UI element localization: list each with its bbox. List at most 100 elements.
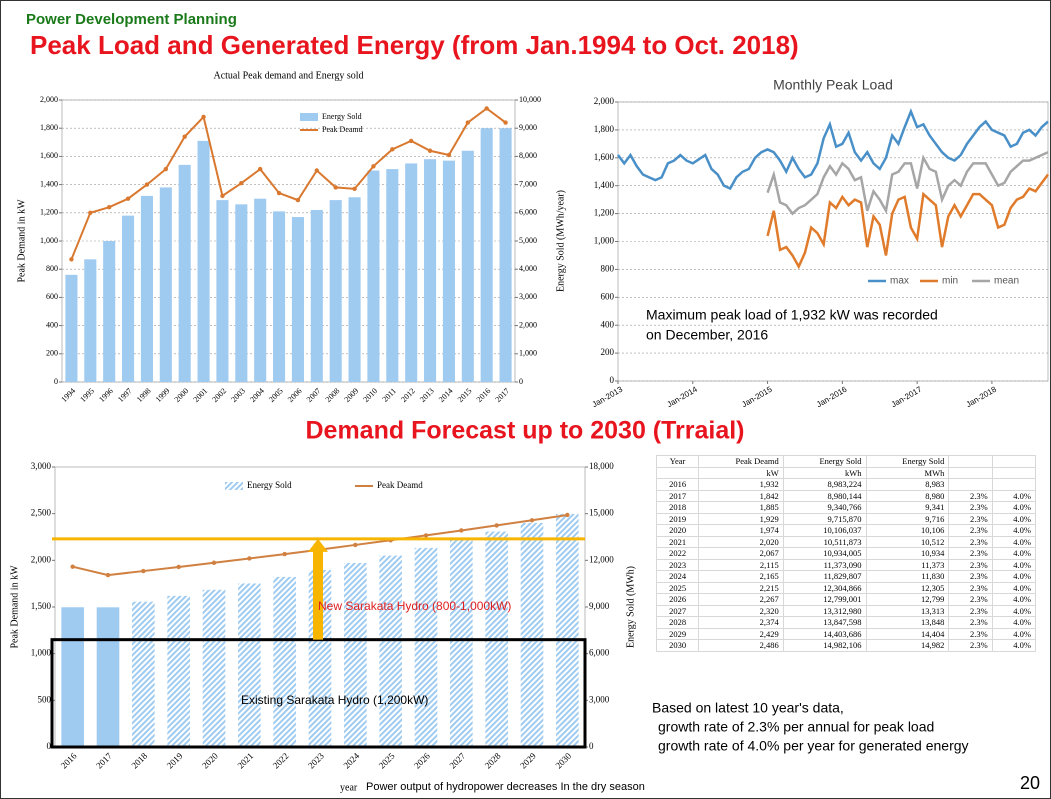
table-cell: 11,829,807	[782, 570, 867, 583]
x-tick-label: 2006	[286, 386, 304, 404]
point	[353, 542, 358, 548]
point	[423, 533, 429, 538]
table-cell: 11,830	[865, 570, 950, 583]
y2-tick-label: 1,000	[519, 349, 537, 358]
annotation: Maximum peak load of 1,932 kW was record…	[646, 307, 938, 323]
table-cell: 9,340,766	[782, 501, 867, 514]
note: growth rate of 2.3% per annual for peak …	[658, 719, 934, 735]
bar	[167, 595, 190, 747]
table-cell: 2025	[655, 581, 700, 594]
y-tick-label: 1,800	[40, 123, 58, 132]
point	[295, 197, 301, 203]
line	[766, 173, 1050, 270]
point	[314, 168, 320, 173]
table-cell: 2,067	[698, 547, 784, 560]
x-tick-label: 2013	[418, 386, 436, 404]
y-tick-label: 400	[46, 320, 58, 329]
table-cell: 14,982,106	[782, 639, 867, 652]
table-cell	[948, 455, 993, 468]
table-cell: 2.3%	[948, 581, 993, 594]
point	[125, 196, 131, 201]
table-cell: 9,716	[865, 512, 950, 525]
table-cell: 4.0%	[991, 593, 1037, 606]
table-cell: MWh	[865, 466, 950, 479]
bar	[273, 211, 286, 382]
bar	[442, 160, 455, 382]
y2-axis-label: Energy Sold (MWh/year)	[555, 190, 566, 292]
point	[163, 166, 169, 172]
table-cell: 13,313	[865, 604, 950, 617]
bar	[84, 259, 97, 382]
table-cell: 2024	[655, 570, 700, 583]
table-cell: 2,374	[698, 616, 784, 629]
x-tick-label: 1997	[116, 386, 134, 404]
x-tick-label: 2026	[412, 750, 432, 770]
slide-subtitle: Demand Forecast up to 2030 (Trraial)	[305, 417, 744, 445]
bar	[405, 163, 418, 382]
table-cell: 2.3%	[948, 489, 993, 502]
legend-label: mean	[994, 276, 1019, 287]
y2-tick-label: 8,000	[519, 151, 537, 160]
y2-tick-label: 4,000	[519, 264, 537, 273]
point	[282, 551, 287, 557]
table-cell: 4.0%	[991, 616, 1037, 629]
y-axis-label: Peak Demand in kW	[9, 565, 20, 649]
x-tick-label: 2010	[361, 386, 379, 404]
table-cell: 8,983,224	[782, 478, 867, 491]
y2-tick-label: 2,000	[519, 320, 537, 329]
point	[239, 180, 244, 186]
x-tick-label: 2012	[399, 386, 417, 404]
point	[141, 568, 146, 574]
table-cell: 2.3%	[948, 639, 993, 652]
y2-tick-label: 3,000	[519, 292, 537, 301]
bar	[202, 589, 226, 747]
table-row: 2022 2,067 10,934,005 10,934 2.3% 4.0%	[655, 547, 1037, 560]
y2-tick-label: 10,000	[519, 95, 541, 104]
table-cell: 11,373	[865, 558, 950, 571]
x-axis-label: year	[340, 782, 358, 793]
table-cell: 1,842	[698, 489, 784, 502]
table-cell: 10,934,005	[782, 547, 867, 560]
x-tick-label: 2020	[200, 750, 220, 770]
point	[503, 120, 508, 125]
x-tick-label: 2024	[341, 750, 361, 770]
table-cell: 4.0%	[991, 489, 1037, 502]
bar	[216, 200, 229, 382]
point	[427, 148, 433, 153]
y-tick-label: 1,800	[594, 124, 615, 134]
bar	[310, 209, 323, 382]
point	[371, 164, 376, 169]
table-row: Year Peak Deamd Energy Sold Energy Sold	[655, 455, 1037, 468]
bar	[238, 583, 261, 747]
table-row: 2016 1,932 8,983,224 8,983	[655, 478, 1037, 491]
y-tick-label: 200	[46, 349, 58, 358]
bar	[348, 197, 361, 382]
table-cell: 2,320	[698, 604, 784, 617]
annotation: New Sarakata Hydro (800-1,000kW)	[318, 599, 511, 613]
bar	[520, 522, 544, 747]
table-cell: 4.0%	[991, 501, 1037, 514]
table-cell: 1,929	[698, 512, 784, 525]
y-tick-label: 1,000	[40, 236, 58, 245]
y-tick-label: 600	[46, 292, 58, 301]
legend-label: Peak Deamd	[377, 480, 423, 490]
table-cell: 12,799,001	[782, 593, 867, 606]
line	[616, 108, 1049, 191]
x-tick-label: 2022	[271, 751, 291, 771]
y-tick-label: 3,000	[31, 461, 52, 471]
table-cell: 14,403,686	[782, 627, 867, 640]
table-cell: 10,934	[865, 547, 950, 560]
x-tick-label: 2016	[59, 750, 79, 770]
bar	[96, 607, 120, 747]
x-tick-label: 1996	[97, 386, 115, 404]
table-cell: kW	[698, 466, 784, 479]
point	[220, 193, 225, 199]
table-cell	[991, 478, 1037, 491]
legend-swatch	[300, 113, 318, 121]
table-row: kW kWh MWh	[655, 466, 1037, 479]
arrow-shaft	[313, 550, 323, 640]
table-cell: 4.0%	[991, 524, 1037, 537]
table-cell: Energy Sold	[865, 455, 950, 468]
